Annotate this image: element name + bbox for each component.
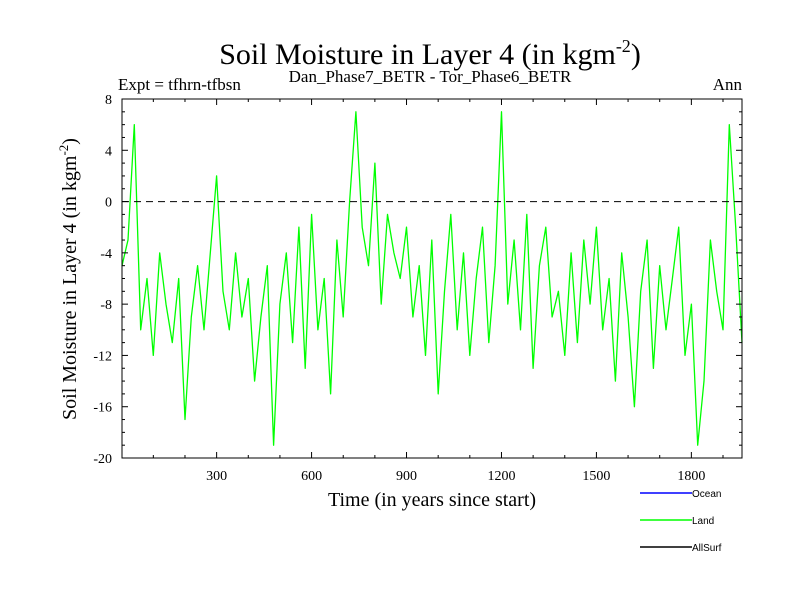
y-tick-label: -16: [93, 401, 112, 416]
y-tick-label: -4: [100, 247, 112, 262]
y-axis-label: Soil Moisture in Layer 4 (in kgm-2): [56, 138, 81, 420]
y-tick-label: 4: [105, 144, 112, 159]
x-tick-label: 1200: [487, 469, 515, 484]
subtitle-center: Dan_Phase7_BETR - Tor_Phase6_BETR: [289, 67, 572, 86]
x-tick-label: 300: [206, 469, 227, 484]
legend: Ocean Land AllSurf: [640, 489, 722, 554]
chart-title-close: ): [631, 38, 641, 71]
y-axis-label-close: ): [59, 138, 81, 145]
y-tick-label: -20: [93, 452, 112, 467]
subtitle-left: Expt = tfhrn-tfbsn: [118, 75, 241, 94]
series-line-land: [121, 111, 743, 446]
subtitle-right: Ann: [713, 75, 743, 94]
x-tick-label: 900: [396, 469, 417, 484]
y-tick-label: 0: [105, 196, 112, 211]
x-tick-label: 1500: [582, 469, 610, 484]
chart-title-superscript: -2: [616, 36, 631, 56]
y-tick-label: -12: [93, 349, 112, 364]
x-tick-label: 1800: [677, 469, 705, 484]
chart-title: Soil Moisture in Layer 4 (in kgm-2): [219, 36, 641, 71]
y-axis-label-superscript: -2: [56, 145, 71, 156]
y-tick-label: -8: [100, 298, 112, 313]
ticks-layer: 8 4 0 -4 -8 -12 -16 -20 300 600 900 1200 1500 1800: [93, 93, 742, 484]
series-layer: [121, 111, 743, 446]
legend-label-ocean: Ocean: [692, 489, 721, 500]
legend-label-land: Land: [692, 516, 714, 527]
legend-label-allsurf: AllSurf: [692, 543, 722, 554]
x-axis-label: Time (in years since start): [328, 489, 536, 511]
x-tick-label: 600: [301, 469, 322, 484]
y-tick-label: 8: [105, 93, 112, 108]
